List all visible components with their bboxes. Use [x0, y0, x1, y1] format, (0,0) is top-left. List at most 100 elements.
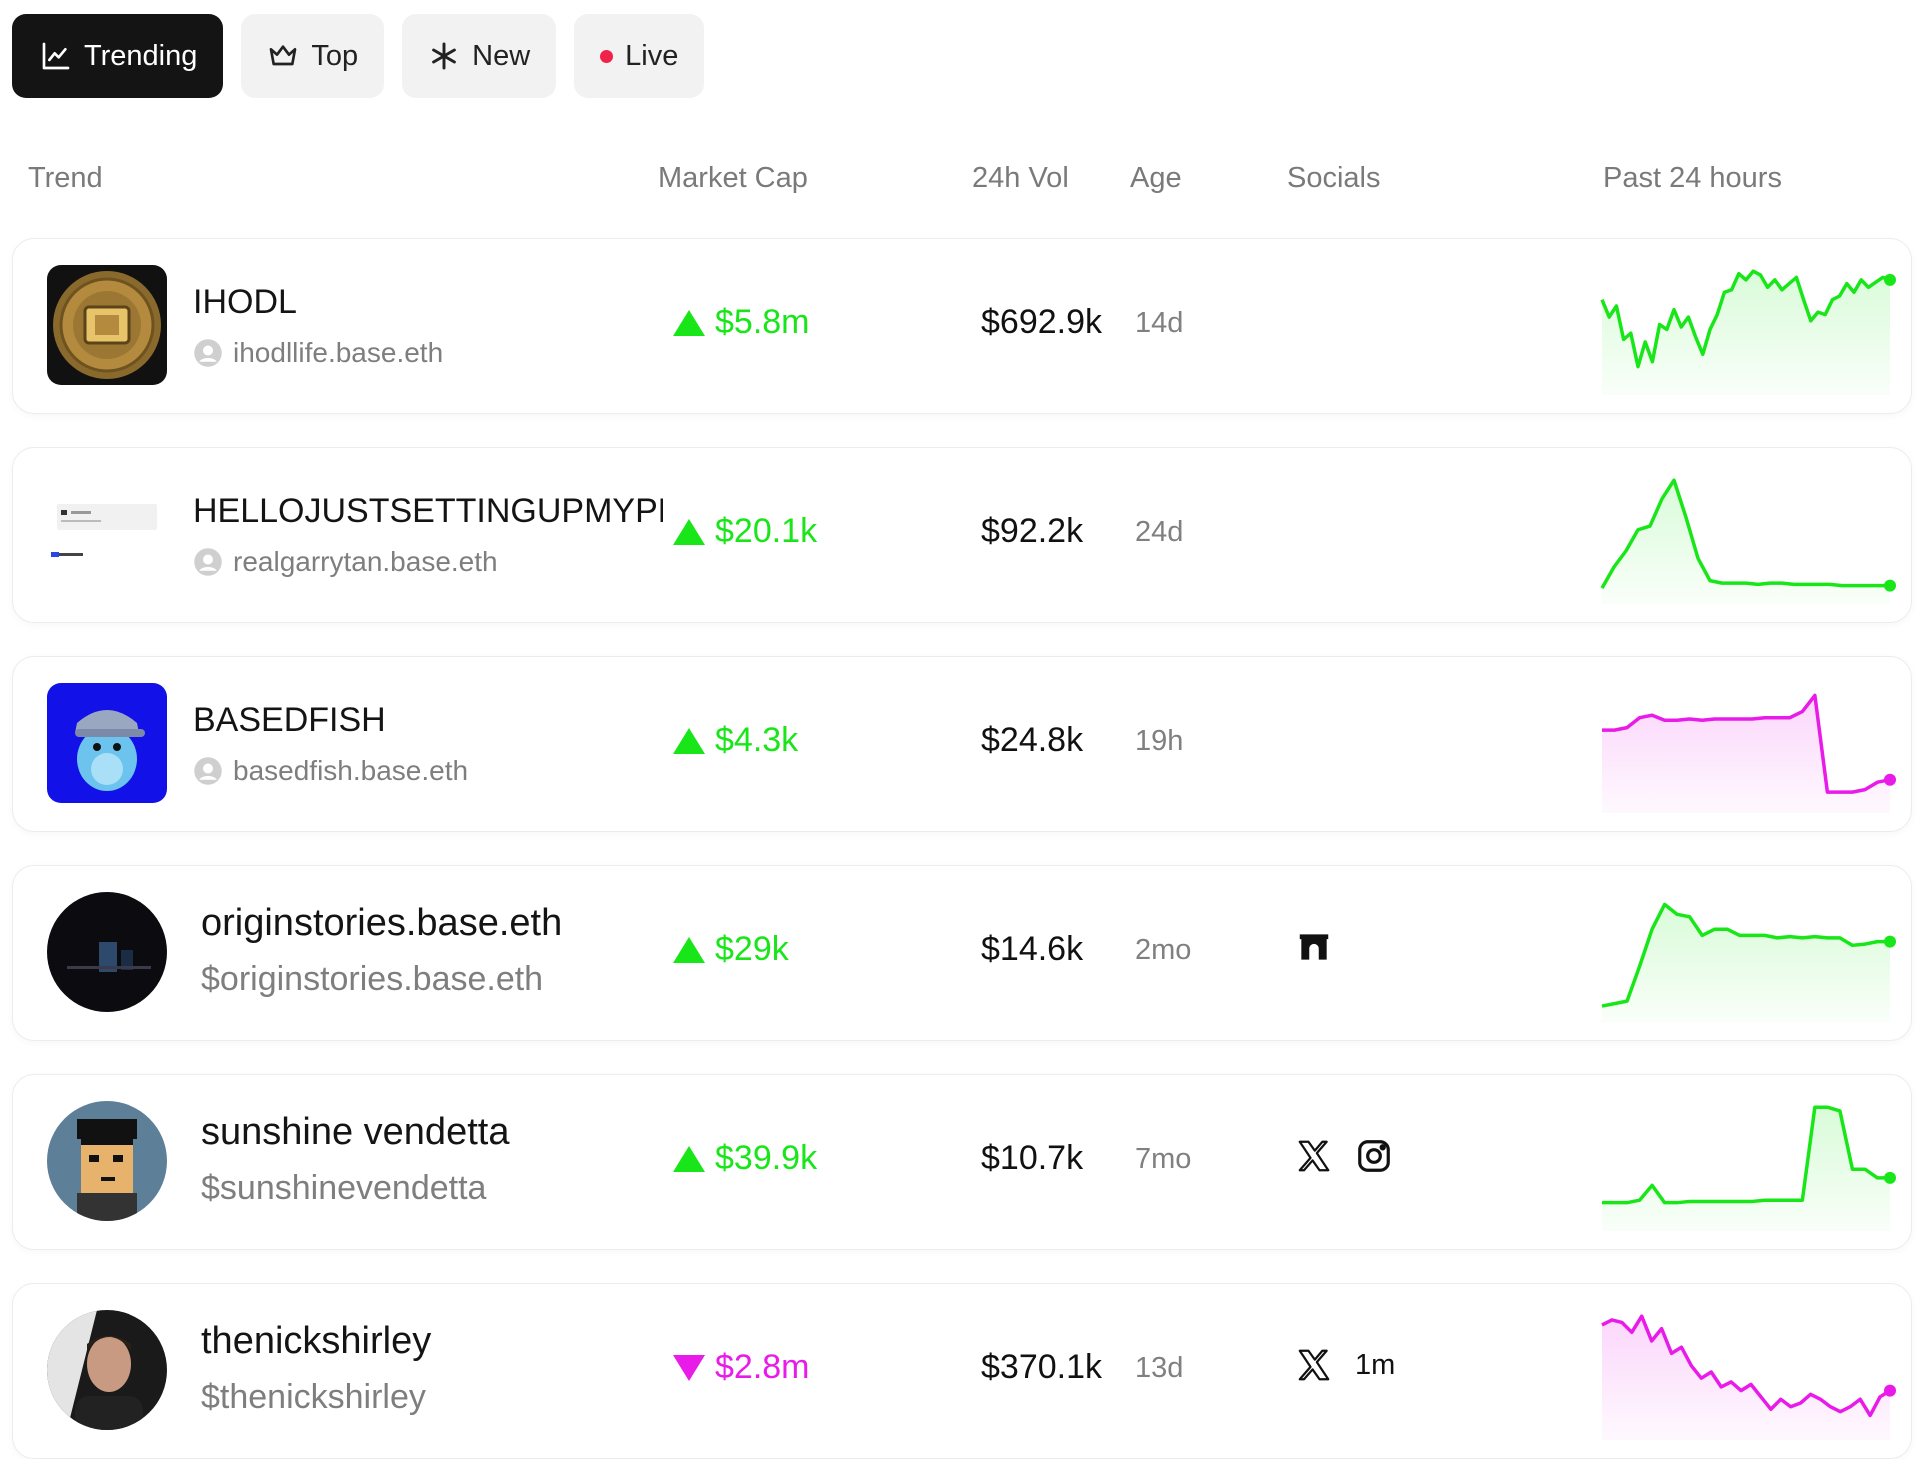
crown-icon	[270, 45, 297, 66]
socials: 1m	[1295, 1346, 1395, 1384]
tab-label: Trending	[84, 39, 198, 72]
column-header-past-24-hours: Past 24 hours	[1603, 162, 1782, 194]
table-row[interactable]: HELLOJUSTSETTINGUPMYPROFILE realgarrytan…	[12, 447, 1912, 623]
column-header-24h-vol[interactable]: 24h Vol	[972, 162, 1069, 194]
age-value: 13d	[1135, 1352, 1184, 1384]
arrow-down-icon	[673, 1354, 705, 1381]
market-cap: $5.8m	[673, 303, 810, 342]
age-value: 2mo	[1135, 934, 1192, 966]
token-creator-label: basedfish.base.eth	[233, 755, 469, 786]
sparkline-line	[1602, 693, 1891, 794]
token-avatar	[47, 1310, 167, 1430]
sparkline-area	[1602, 480, 1890, 604]
market-cap: $4.3k	[673, 721, 798, 760]
sparkline-area	[1602, 904, 1890, 1022]
token-creator: ihodllife.base.eth	[193, 337, 443, 369]
sparkline-line	[1600, 269, 1891, 369]
volume-value: $14.6k	[981, 930, 1084, 968]
age-value: 7mo	[1135, 1143, 1192, 1175]
sparkline-area	[1602, 271, 1890, 395]
tab-label: Top	[311, 39, 359, 72]
sparkline-chart	[1602, 1105, 1896, 1231]
social-followers-count: 1m	[1355, 1348, 1396, 1381]
sparkline-line	[1602, 1105, 1890, 1205]
token-name[interactable]: BASEDFISH	[193, 701, 386, 739]
x-logo-icon[interactable]	[1295, 1346, 1333, 1384]
sparkline-line	[1601, 902, 1890, 1008]
token-creator-label: ihodllife.base.eth	[233, 337, 444, 368]
market-cap: $20.1k	[673, 512, 817, 551]
sparkline-end-dot	[1884, 773, 1896, 786]
arrow-up-icon	[673, 727, 705, 754]
token-avatar	[47, 683, 167, 803]
sparkline-end-dot	[1884, 579, 1896, 592]
tab-bar: Trending Top New Live	[12, 14, 705, 98]
token-name[interactable]: IHODL	[193, 283, 297, 321]
market-cap: $29k	[673, 930, 789, 969]
token-avatar	[47, 265, 167, 385]
column-header-trend[interactable]: Trend	[28, 162, 103, 194]
token-name[interactable]: sunshine vendetta	[201, 1111, 510, 1153]
sparkline-end-dot	[1884, 273, 1896, 286]
sparkline-line	[1601, 1314, 1891, 1418]
tab-live[interactable]: Live	[574, 14, 705, 98]
table-row[interactable]: IHODL ihodllife.base.eth $5.8m $692.9k 1…	[12, 238, 1912, 414]
user-icon	[194, 757, 222, 785]
instagram-icon[interactable]	[1355, 1137, 1393, 1175]
market-cap-value: $29k	[715, 930, 789, 968]
token-creator: realgarrytan.base.eth	[193, 546, 498, 578]
tab-label: Live	[625, 39, 679, 72]
age-value: 24d	[1135, 516, 1184, 548]
tab-top[interactable]: Top	[241, 14, 385, 98]
user-icon	[194, 548, 222, 576]
table-row[interactable]: originstories.base.eth $originstories.ba…	[12, 865, 1912, 1041]
table-row[interactable]: thenickshirley $thenickshirley $2.8m $37…	[12, 1283, 1912, 1459]
market-cap: $39.9k	[673, 1139, 817, 1178]
token-ticker: $thenickshirley	[201, 1378, 426, 1416]
tab-label: New	[472, 39, 531, 72]
user-icon	[194, 339, 222, 367]
tab-new[interactable]: New	[402, 14, 557, 98]
arrow-up-icon	[673, 936, 705, 963]
token-avatar	[47, 474, 167, 594]
market-cap-value: $39.9k	[715, 1139, 818, 1177]
token-creator: basedfish.base.eth	[193, 755, 468, 787]
market-cap-value: $20.1k	[715, 512, 818, 550]
arrow-up-icon	[673, 309, 705, 336]
x-logo-icon[interactable]	[1295, 1137, 1333, 1175]
token-ticker: $sunshinevendetta	[201, 1169, 487, 1207]
token-name[interactable]: HELLOJUSTSETTINGUPMYPROFILE	[193, 492, 663, 530]
arrow-up-icon	[673, 1145, 705, 1172]
tab-trending[interactable]: Trending	[12, 14, 224, 98]
sparkline-end-dot	[1884, 1171, 1896, 1184]
socials	[1295, 928, 1333, 966]
column-header-socials: Socials	[1287, 162, 1381, 194]
column-header-age[interactable]: Age	[1130, 162, 1182, 194]
volume-value: $692.9k	[981, 303, 1102, 341]
market-cap-value: $5.8m	[715, 303, 810, 341]
table-row[interactable]: sunshine vendetta $sunshinevendetta $39.…	[12, 1074, 1912, 1250]
socials	[1295, 1137, 1393, 1175]
age-value: 19h	[1135, 725, 1184, 757]
sparkline-chart	[1600, 478, 1896, 604]
age-value: 14d	[1135, 307, 1184, 339]
token-creator-label: realgarrytan.base.eth	[233, 546, 498, 577]
market-cap-value: $2.8m	[715, 1348, 810, 1386]
token-avatar	[47, 1101, 167, 1221]
sparkline-chart	[1601, 902, 1896, 1022]
sparkline-area	[1602, 1316, 1890, 1440]
token-name[interactable]: thenickshirley	[201, 1320, 432, 1362]
live-dot-icon	[600, 49, 614, 63]
sparkline-area	[1602, 1107, 1890, 1231]
sparkline-area	[1602, 695, 1890, 813]
sparkline-chart	[1601, 1314, 1896, 1440]
token-name[interactable]: originstories.base.eth	[201, 902, 563, 944]
warpcast-arch-icon[interactable]	[1295, 928, 1333, 966]
table-row[interactable]: BASEDFISH basedfish.base.eth $4.3k $24.8…	[12, 656, 1912, 832]
asterisk-icon	[432, 42, 457, 70]
column-header-market-cap[interactable]: Market Cap	[658, 162, 808, 194]
token-ticker: $originstories.base.eth	[201, 960, 544, 998]
volume-value: $92.2k	[981, 512, 1084, 550]
sparkline-end-dot	[1884, 1384, 1896, 1397]
sparkline-end-dot	[1884, 935, 1896, 948]
